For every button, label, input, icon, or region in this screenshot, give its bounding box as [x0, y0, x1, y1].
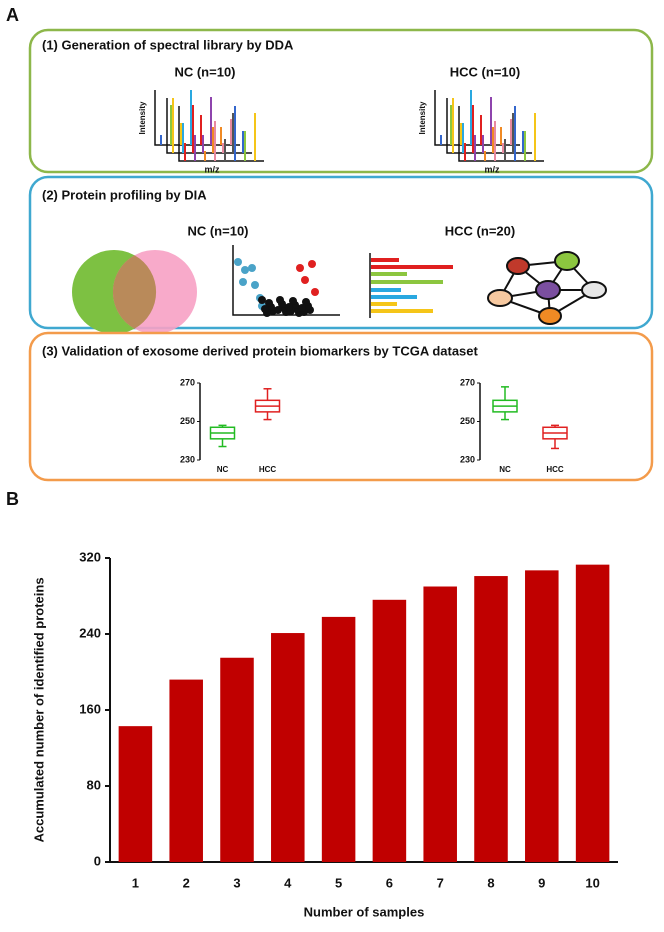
y-tick-label: 240 — [79, 625, 101, 640]
panel-label: B — [6, 489, 19, 509]
x-tick-label: 3 — [233, 875, 240, 890]
group-label: HCC (n=20) — [445, 223, 515, 238]
volcano-dot — [285, 303, 293, 311]
venn-icon — [72, 250, 197, 334]
x-axis-title: Number of samples — [304, 904, 425, 919]
y-tick-label: 0 — [94, 853, 101, 868]
axis-label: m/z — [484, 164, 500, 174]
axis-label: m/z — [204, 164, 220, 174]
x-tick-label: 8 — [487, 875, 494, 890]
bar — [321, 616, 356, 862]
section-title: (1) Generation of spectral library by DD… — [42, 37, 294, 52]
volcano-dot — [261, 305, 269, 313]
x-tick-label: 5 — [335, 875, 342, 890]
volcano-dot — [302, 298, 310, 306]
group-label: NC (n=10) — [174, 64, 235, 79]
x-tick-label: NC — [499, 465, 511, 474]
x-tick-label: 7 — [437, 875, 444, 890]
bar — [423, 586, 457, 862]
bar — [118, 726, 153, 862]
y-tick-label: 80 — [87, 777, 101, 792]
bar — [525, 570, 559, 862]
x-tick-label: 9 — [538, 875, 545, 890]
spectra-icons — [154, 90, 544, 162]
axis-label: Intensity — [138, 101, 147, 134]
network-icon — [487, 251, 607, 325]
x-tick-label: NC — [217, 465, 229, 474]
volcano-dot — [276, 296, 284, 304]
volcano-dot — [289, 297, 297, 305]
volcano-dot — [296, 264, 304, 272]
y-tick-label: 270 — [460, 377, 475, 387]
volcano-dot — [251, 281, 259, 289]
x-tick-label: 10 — [585, 875, 599, 890]
volcano-dot — [258, 296, 266, 304]
y-tick-label: 230 — [180, 454, 195, 464]
x-tick-label: HCC — [546, 465, 564, 474]
y-tick-label: 250 — [180, 416, 195, 426]
panel-label: A — [6, 5, 19, 25]
bar-icon — [369, 253, 453, 318]
volcano-dot — [301, 276, 309, 284]
section-title: (3) Validation of exosome derived protei… — [42, 343, 479, 358]
axis-label: Intensity — [418, 101, 427, 134]
y-tick-label: 250 — [460, 416, 475, 426]
volcano-dot — [274, 306, 282, 314]
bar — [474, 576, 508, 862]
y-tick-label: 320 — [79, 549, 101, 564]
y-tick-label: 230 — [460, 454, 475, 464]
x-tick-label: 4 — [284, 875, 292, 890]
section-box — [28, 331, 654, 482]
bar — [271, 633, 305, 862]
group-label: HCC (n=10) — [450, 64, 520, 79]
volcano-dot — [241, 266, 249, 274]
volcano-dot — [239, 278, 247, 286]
volcano-dot — [265, 299, 273, 307]
volcano-dot — [234, 258, 242, 266]
x-tick-label: 2 — [183, 875, 190, 890]
bar — [169, 679, 203, 862]
y-tick-label: 270 — [180, 377, 195, 387]
y-axis-title: Accumulated number of identified protein… — [31, 577, 46, 842]
x-tick-label: HCC — [259, 465, 277, 474]
bar — [575, 564, 610, 862]
y-tick-label: 160 — [79, 701, 101, 716]
volcano-dot — [308, 260, 316, 268]
group-label: NC (n=10) — [187, 223, 248, 238]
volcano-icon — [232, 245, 340, 317]
bar — [220, 657, 254, 862]
bar — [372, 599, 407, 862]
x-tick-label: 1 — [132, 875, 139, 890]
volcano-dot — [311, 288, 319, 296]
volcano-dot — [248, 264, 256, 272]
section-box — [28, 28, 654, 174]
section-title: (2) Protein profiling by DIA — [42, 187, 207, 202]
section-box — [28, 175, 654, 330]
x-tick-label: 6 — [386, 875, 393, 890]
volcano-dot — [298, 304, 306, 312]
